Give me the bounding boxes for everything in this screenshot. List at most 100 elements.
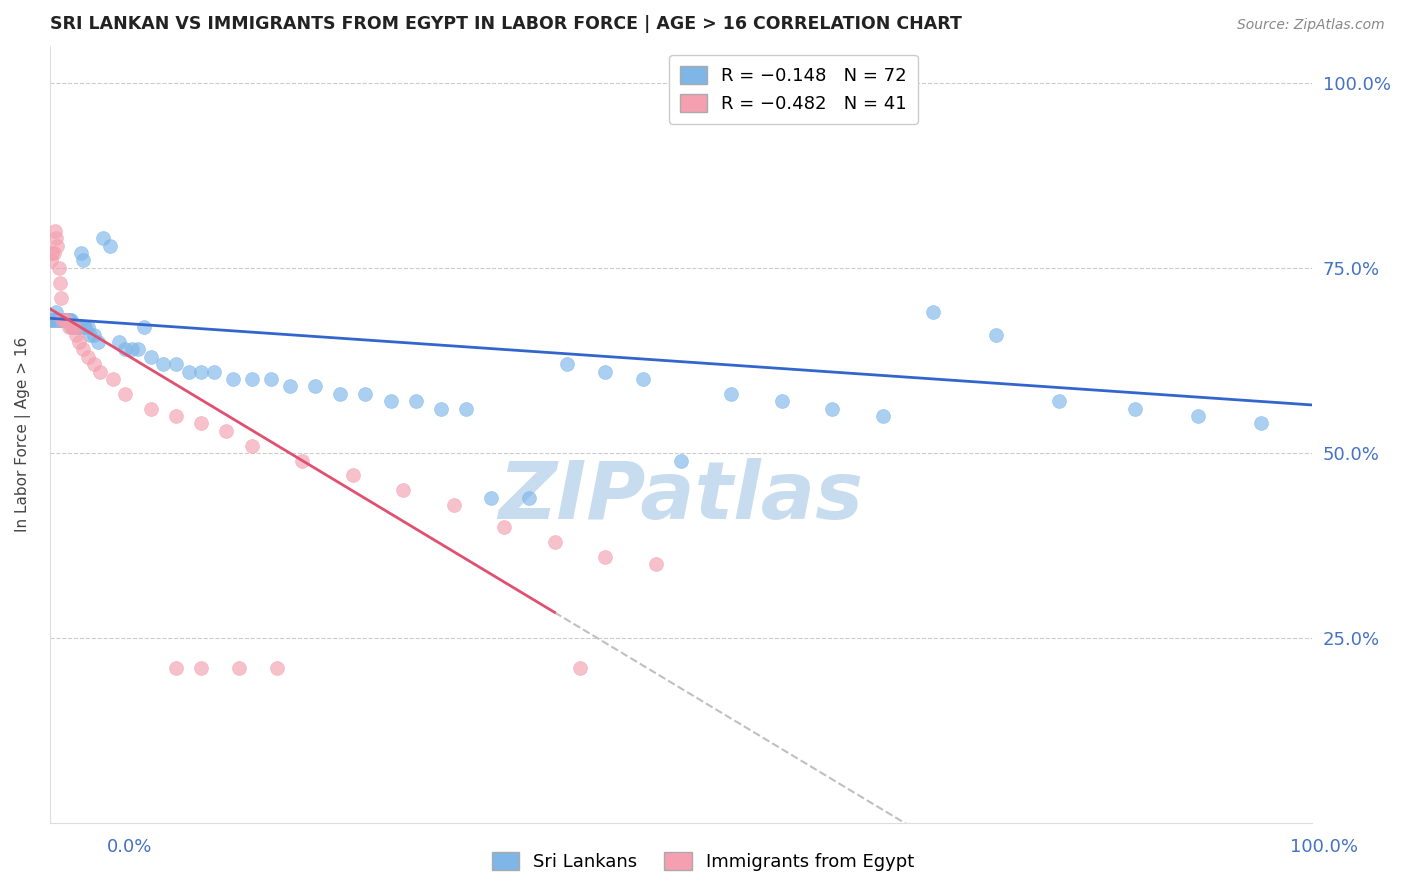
- Point: [46, 238, 69, 252]
- Point: [593, 549, 616, 564]
- Point: [73, 320, 96, 334]
- Point: [49, 312, 72, 326]
- Point: [165, 661, 187, 675]
- Point: [986, 327, 1008, 342]
- Point: [443, 498, 465, 512]
- Point: [60, 320, 83, 334]
- Point: [139, 401, 162, 416]
- Point: [593, 365, 616, 379]
- Point: [39, 312, 62, 326]
- Point: [165, 357, 187, 371]
- Point: [259, 372, 281, 386]
- Point: [114, 387, 136, 401]
- Y-axis label: In Labor Force | Age > 16: In Labor Force | Age > 16: [15, 337, 31, 533]
- Point: [177, 365, 200, 379]
- Point: [770, 394, 793, 409]
- Point: [76, 350, 98, 364]
- Point: [481, 491, 503, 505]
- Point: [59, 312, 82, 326]
- Point: [55, 312, 77, 326]
- Point: [240, 439, 263, 453]
- Point: [75, 320, 97, 334]
- Point: [51, 312, 73, 326]
- Point: [65, 327, 87, 342]
- Point: [60, 312, 83, 326]
- Point: [66, 320, 89, 334]
- Point: [63, 320, 86, 334]
- Point: [669, 453, 692, 467]
- Point: [69, 320, 91, 334]
- Legend: R = −0.148   N = 72, R = −0.482   N = 41: R = −0.148 N = 72, R = −0.482 N = 41: [669, 54, 918, 124]
- Point: [405, 394, 427, 409]
- Point: [53, 312, 76, 326]
- Point: [98, 238, 121, 252]
- Point: [190, 661, 212, 675]
- Point: [190, 417, 212, 431]
- Text: 0.0%: 0.0%: [107, 838, 152, 855]
- Point: [91, 231, 114, 245]
- Point: [101, 372, 124, 386]
- Point: [56, 312, 79, 326]
- Point: [228, 661, 250, 675]
- Point: [67, 320, 90, 334]
- Point: [49, 291, 72, 305]
- Point: [165, 409, 187, 423]
- Point: [49, 276, 72, 290]
- Text: SRI LANKAN VS IMMIGRANTS FROM EGYPT IN LABOR FORCE | AGE > 16 CORRELATION CHART: SRI LANKAN VS IMMIGRANTS FROM EGYPT IN L…: [49, 15, 962, 33]
- Point: [51, 312, 73, 326]
- Text: ZIPatlas: ZIPatlas: [498, 458, 863, 536]
- Point: [354, 387, 377, 401]
- Legend: Sri Lankans, Immigrants from Egypt: Sri Lankans, Immigrants from Egypt: [485, 845, 921, 879]
- Point: [67, 334, 90, 349]
- Point: [644, 558, 666, 572]
- Point: [821, 401, 844, 416]
- Point: [44, 224, 66, 238]
- Point: [62, 320, 84, 334]
- Point: [329, 387, 352, 401]
- Point: [291, 453, 314, 467]
- Point: [1250, 417, 1272, 431]
- Point: [266, 661, 288, 675]
- Point: [83, 357, 105, 371]
- Point: [42, 312, 65, 326]
- Point: [114, 343, 136, 357]
- Point: [631, 372, 654, 386]
- Point: [922, 305, 945, 319]
- Point: [62, 320, 84, 334]
- Point: [108, 334, 131, 349]
- Point: [62, 320, 84, 334]
- Point: [568, 661, 591, 675]
- Point: [89, 365, 111, 379]
- Point: [555, 357, 578, 371]
- Point: [872, 409, 894, 423]
- Point: [79, 327, 101, 342]
- Point: [58, 320, 80, 334]
- Point: [48, 260, 70, 275]
- Point: [456, 401, 478, 416]
- Point: [72, 253, 94, 268]
- Point: [45, 305, 67, 319]
- Point: [49, 312, 72, 326]
- Point: [55, 312, 77, 326]
- Point: [380, 394, 402, 409]
- Point: [1187, 409, 1209, 423]
- Point: [190, 365, 212, 379]
- Point: [215, 424, 238, 438]
- Point: [46, 312, 69, 326]
- Point: [342, 468, 364, 483]
- Point: [41, 312, 63, 326]
- Point: [1049, 394, 1071, 409]
- Point: [392, 483, 415, 497]
- Point: [83, 327, 105, 342]
- Point: [519, 491, 541, 505]
- Point: [494, 520, 516, 534]
- Point: [42, 246, 65, 260]
- Point: [52, 312, 75, 326]
- Point: [70, 246, 93, 260]
- Point: [152, 357, 174, 371]
- Point: [44, 312, 66, 326]
- Point: [127, 343, 149, 357]
- Point: [430, 401, 453, 416]
- Point: [58, 312, 80, 326]
- Point: [222, 372, 245, 386]
